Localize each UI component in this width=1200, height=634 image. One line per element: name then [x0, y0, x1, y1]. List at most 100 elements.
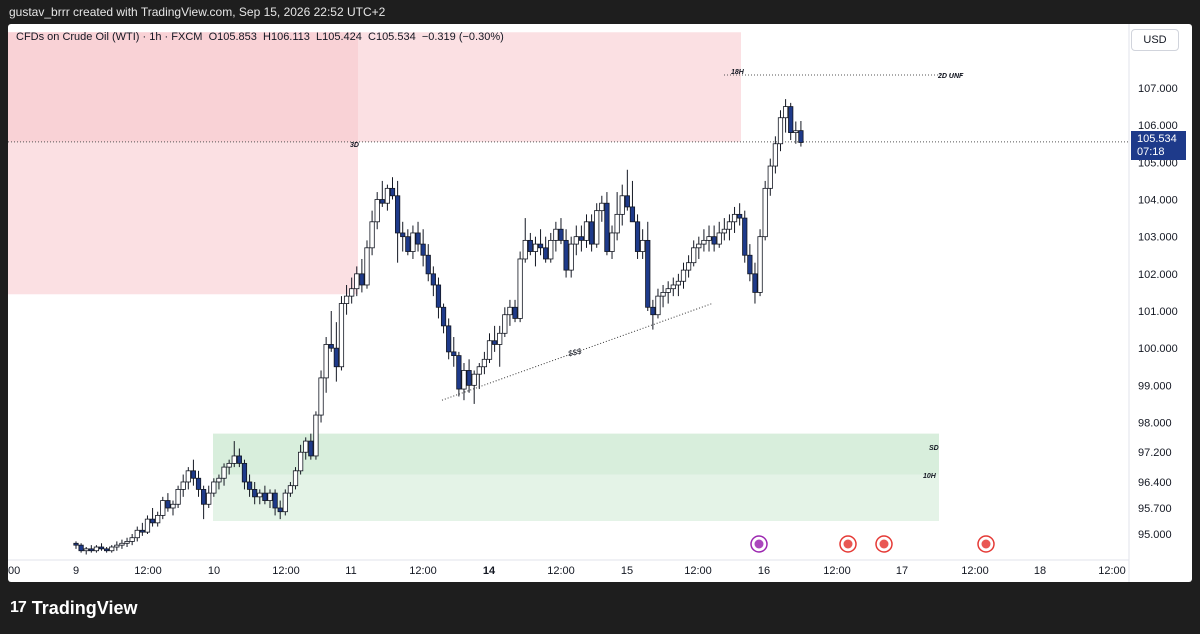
bull-candle — [119, 542, 125, 546]
bear-candle — [201, 488, 207, 505]
bull-candle — [701, 239, 707, 245]
bull-candle — [619, 195, 625, 215]
bull-candle — [175, 488, 181, 505]
candles-layer — [73, 99, 804, 555]
bear-candle — [711, 236, 717, 245]
bull-candle — [257, 492, 263, 498]
bull-candle — [522, 239, 528, 260]
bear-candle — [558, 228, 564, 241]
bull-candle — [384, 187, 391, 204]
bull-candle — [221, 466, 227, 479]
footer-brand[interactable]: 17 TradingView — [10, 596, 138, 620]
bull-candle — [573, 236, 579, 245]
chart-canvas[interactable]: 95.000 95.700 96.400 97.200 98.000 99.000 100.… — [8, 24, 1192, 582]
bear-candle — [236, 455, 242, 464]
time-tick-label: 00 — [8, 565, 20, 577]
attribution-text: gustav_brrr created with TradingView.com… — [9, 5, 386, 19]
price-tick-label: 95.000 — [1138, 529, 1172, 541]
bear-candle — [272, 492, 278, 509]
bear-candle — [456, 355, 462, 390]
bull-candle — [410, 232, 416, 252]
last-price-value: 105.534 — [1137, 133, 1177, 145]
zone-18h — [8, 32, 741, 142]
bull-candle — [155, 515, 161, 524]
bull-candle — [767, 165, 773, 189]
bull-candle — [696, 243, 702, 249]
bull-candle — [170, 503, 176, 509]
price-tick-label: 99.000 — [1138, 380, 1172, 392]
data-source: FXCM — [171, 31, 203, 43]
bear-candle — [589, 221, 595, 245]
bull-candle — [374, 199, 380, 223]
time-tick-label: 16 — [758, 565, 770, 577]
bull-candle — [726, 221, 733, 230]
zone-10h — [213, 433, 939, 521]
bull-candle — [93, 546, 100, 552]
bear-candle — [139, 529, 145, 533]
event-marker-dot — [754, 539, 764, 549]
bear-candle — [788, 106, 794, 134]
bull-candle — [686, 262, 692, 271]
currency-button[interactable]: USD — [1131, 29, 1179, 51]
ohlc-values: O105.853 H106.113 L105.424 C105.534 −0.3… — [208, 31, 504, 43]
bull-candle — [502, 314, 508, 334]
bull-candle — [660, 292, 666, 297]
bull-candle — [298, 451, 304, 472]
bull-candle — [364, 247, 370, 286]
bull-candle — [160, 500, 166, 516]
time-tick-label: 11 — [345, 565, 356, 577]
bull-candle — [303, 440, 309, 453]
price-tick-label: 103.000 — [1138, 232, 1178, 244]
bear-candle — [430, 273, 436, 286]
bear-candle — [104, 548, 110, 552]
event-marker-dot — [879, 539, 889, 549]
bull-candle — [216, 477, 222, 483]
bull-candle — [691, 247, 697, 264]
axis-layer: 95.000 95.700 96.400 97.200 98.000 99.000 100.… — [8, 24, 1178, 582]
bear-candle — [389, 187, 396, 197]
time-tick-label: 17 — [896, 565, 908, 577]
bear-candle — [440, 306, 447, 327]
bear-candle — [88, 548, 94, 552]
bear-candle — [527, 239, 533, 252]
tradingview-logo-icon: 17 — [10, 599, 27, 616]
bear-candle — [190, 470, 197, 479]
zone-label: 2D UNF — [937, 73, 964, 80]
bull-candle — [777, 117, 784, 145]
bull-candle — [568, 243, 574, 271]
us-flag-event-icon — [977, 535, 995, 553]
bull-candle — [369, 221, 375, 249]
price-tick-label: 96.400 — [1138, 477, 1172, 489]
event-marker-dot — [981, 539, 991, 549]
bull-candle — [287, 485, 294, 494]
bear-candle — [98, 546, 105, 550]
bull-candle — [670, 284, 676, 290]
time-tick-label: 10 — [208, 565, 220, 577]
bull-candle — [706, 236, 712, 241]
bull-candle — [114, 544, 120, 548]
bear-candle — [165, 500, 171, 509]
bear-candle — [73, 542, 79, 546]
bear-candle — [537, 243, 544, 249]
bull-candle — [185, 470, 191, 483]
bull-candle — [757, 236, 763, 293]
bear-candle — [246, 481, 253, 490]
bear-candle — [328, 344, 334, 349]
bull-candle — [497, 332, 503, 345]
bear-candle — [578, 236, 584, 241]
chart-frame[interactable]: 95.000 95.700 96.400 97.200 98.000 99.000 100.… — [8, 24, 1192, 582]
bull-candle — [548, 239, 554, 260]
time-tick-label: 18 — [1034, 565, 1046, 577]
bull-candle — [675, 280, 681, 286]
bull-candle — [349, 288, 355, 297]
bull-candle — [762, 187, 768, 238]
time-tick-label: 9 — [73, 565, 79, 577]
bull-candle — [583, 221, 590, 241]
symbol-legend[interactable]: CFDs on Crude Oil (WTI) · 1h · FXCM O105… — [16, 31, 504, 43]
bull-candle — [507, 306, 513, 316]
bear-candle — [752, 273, 758, 293]
bear-candle — [333, 347, 339, 368]
bull-candle — [318, 377, 324, 416]
bear-candle — [379, 199, 385, 204]
bear-candle — [451, 351, 457, 356]
